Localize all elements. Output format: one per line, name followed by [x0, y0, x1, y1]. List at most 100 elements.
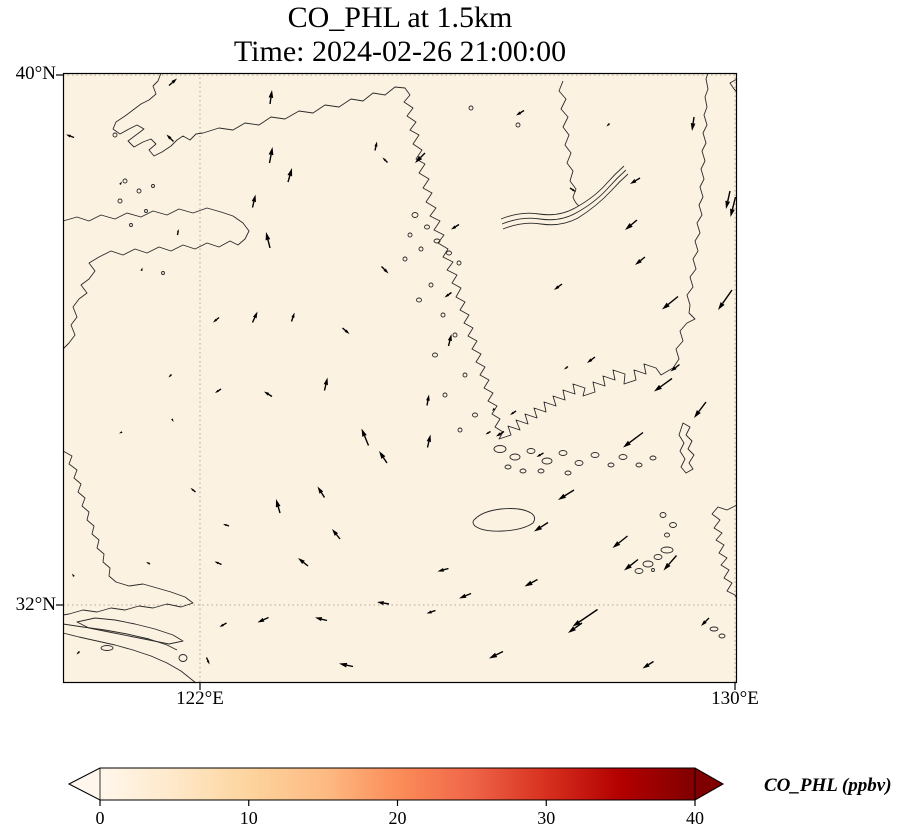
colorbar-tick-label: 40: [686, 808, 704, 828]
wind-arrow: [444, 291, 452, 298]
wind-arrow: [492, 407, 496, 411]
wind-arrow: [251, 194, 256, 208]
wind-arrow: [339, 662, 354, 668]
chart-subtitle: Time: 2024-02-26 21:00:00: [233, 35, 567, 68]
wind-arrow: [568, 622, 583, 633]
wind-arrow: [534, 521, 549, 532]
colorbar-tick-label: 20: [389, 808, 407, 828]
wind-arrow: [323, 377, 328, 391]
wind-arrow: [287, 168, 293, 183]
wind-arrow: [382, 157, 388, 163]
wind-arrow: [332, 529, 341, 540]
wind-arrow: [379, 451, 388, 464]
wind-arrow: [426, 394, 430, 406]
wind-arrow: [701, 617, 710, 626]
coastlines: [62, 72, 738, 684]
y-axis-tick-32n: 32°N: [15, 594, 56, 615]
wind-arrow: [298, 558, 309, 567]
wind-arrow: [496, 430, 505, 437]
wind-arrow: [451, 223, 460, 230]
wind-arrow: [694, 401, 707, 418]
wind-arrow: [257, 616, 269, 623]
wind-arrow: [569, 187, 576, 192]
wind-arrow: [265, 232, 271, 249]
wind-arrow: [76, 651, 80, 655]
wind-arrow: [377, 601, 390, 606]
wind-arrow: [166, 134, 174, 142]
wind-arrow: [587, 356, 596, 363]
wind-arrow: [119, 181, 122, 185]
wind-arrow: [374, 141, 378, 151]
wind-arrow: [213, 316, 220, 323]
map-plot-area: [56, 72, 738, 690]
wind-arrow: [612, 535, 628, 548]
wind-arrow: [489, 650, 504, 659]
wind-arrow: [524, 578, 538, 587]
colorbar-tick-label: 10: [240, 808, 258, 828]
wind-arrow: [606, 123, 610, 127]
wind-arrow: [361, 428, 370, 446]
wind-arrow: [510, 410, 517, 415]
wind-arrow: [630, 177, 641, 184]
wind-arrow: [730, 196, 737, 217]
wind-arrow: [725, 190, 731, 209]
wind-arrow: [654, 377, 673, 392]
wind-arrow: [625, 219, 638, 230]
wind-arrow: [447, 334, 452, 347]
map-border: [62, 72, 738, 684]
wind-arrow: [381, 266, 389, 274]
wind-arrow: [214, 561, 222, 566]
wind-arrow: [415, 152, 426, 163]
colorbar-label: CO_PHL (ppbv): [764, 775, 892, 796]
wind-arrow: [140, 267, 143, 272]
wind-arrow: [642, 660, 654, 669]
wind-arrow: [190, 488, 196, 493]
colorbar-ticks: 0 10 20 30 40: [96, 800, 704, 828]
wind-arrow: [426, 609, 436, 614]
y-axis-tick-40n: 40°N: [15, 63, 56, 84]
wind-arrow: [485, 430, 491, 435]
wind-arrow: [690, 116, 696, 131]
wind-arrow: [176, 229, 179, 236]
colorbar-tick-label: 30: [537, 808, 555, 828]
wind-arrow: [624, 558, 639, 571]
wind-arrow: [268, 90, 274, 105]
wind-arrow: [572, 608, 598, 627]
x-axis-tick-130e: 130°E: [711, 688, 759, 709]
wind-arrow: [558, 489, 575, 500]
wind-arrow: [168, 374, 172, 378]
wind-quiver-arrows: [66, 78, 737, 669]
wind-arrow: [670, 363, 680, 372]
wind-arrow: [290, 312, 295, 322]
wind-arrow: [516, 109, 525, 116]
axis-tick-marks: [56, 74, 736, 690]
wind-arrow: [119, 431, 123, 434]
wind-arrow: [146, 562, 151, 565]
x-axis-tick-122e: 122°E: [176, 688, 224, 709]
wind-arrow: [623, 431, 644, 448]
wind-arrow: [215, 388, 222, 393]
wind-arrow: [426, 434, 431, 448]
chart-title: CO_PHL at 1.5km: [287, 1, 513, 34]
wind-arrow: [662, 295, 679, 310]
colorbar-bar: [67, 767, 725, 801]
wind-arrow: [315, 617, 328, 622]
colorbar: 0 10 20 30 40 CO_PHL (ppbv): [67, 767, 892, 828]
wind-arrow: [268, 147, 274, 164]
wind-arrow: [223, 524, 230, 527]
wind-arrow: [168, 78, 177, 87]
wind-arrow: [219, 622, 227, 627]
wind-arrow: [251, 311, 258, 323]
wind-arrow: [437, 567, 449, 572]
wind-arrow: [205, 657, 210, 665]
wind-arrow: [317, 486, 326, 498]
wind-arrow: [459, 592, 472, 599]
wind-arrow: [275, 499, 281, 514]
wind-arrow: [66, 134, 75, 139]
wind-arrow: [718, 289, 733, 310]
wind-arrow: [663, 555, 678, 571]
colorbar-tick-label: 0: [96, 808, 105, 828]
wind-arrow: [536, 452, 544, 457]
wind-arrow: [554, 283, 563, 290]
